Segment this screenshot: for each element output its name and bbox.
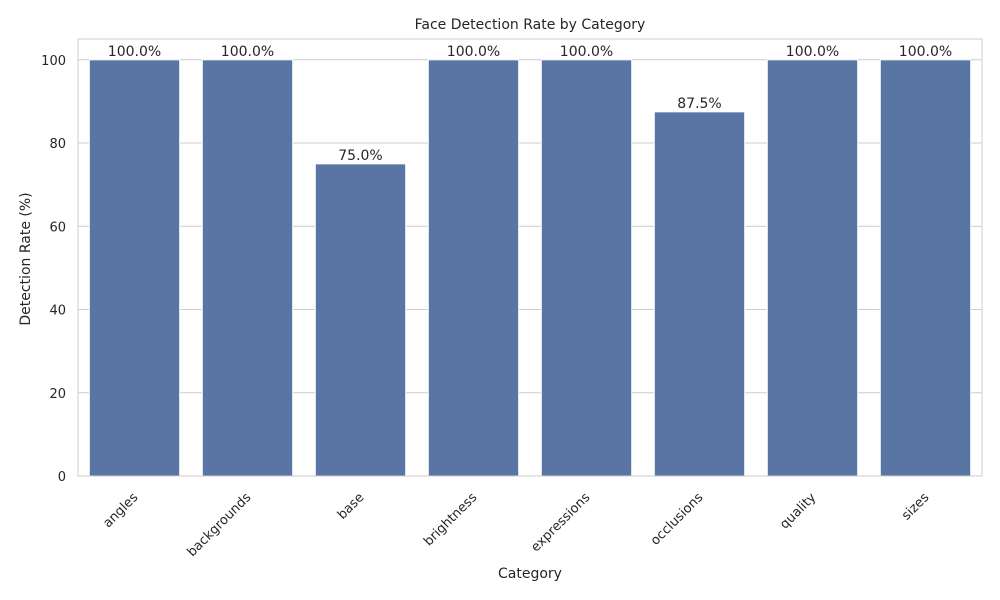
- data-label-expressions: 100.0%: [560, 44, 613, 60]
- bar-brightness: [427, 59, 520, 477]
- data-label-backgrounds: 100.0%: [221, 44, 274, 60]
- data-label-angles: 100.0%: [108, 44, 161, 60]
- x-axis-label: Category: [498, 566, 562, 582]
- y-tick-label-80: 80: [49, 137, 66, 152]
- data-label-base: 75.0%: [338, 148, 382, 164]
- bar-angles: [88, 59, 181, 477]
- y-tick-label-20: 20: [49, 387, 66, 402]
- y-tick-labels: 0 20 40 60 80 100: [41, 54, 66, 485]
- data-label-brightness: 100.0%: [447, 44, 500, 60]
- data-label-occlusions: 87.5%: [677, 96, 721, 112]
- bar-quality: [766, 59, 859, 477]
- bar-base: [314, 163, 407, 477]
- bars: [88, 59, 972, 477]
- y-tick-label-40: 40: [49, 304, 66, 319]
- y-tick-label-100: 100: [41, 54, 66, 69]
- bar-occlusions: [653, 111, 746, 477]
- bar-expressions: [540, 59, 633, 477]
- y-tick-label-0: 0: [58, 470, 66, 485]
- bar-sizes: [879, 59, 972, 477]
- data-label-quality: 100.0%: [786, 44, 839, 60]
- y-tick-label-60: 60: [49, 220, 66, 235]
- plot-frame: [77, 38, 983, 477]
- bar-backgrounds: [201, 59, 294, 477]
- y-axis-label: Detection Rate (%): [18, 192, 34, 325]
- data-labels: 100.0% 100.0% 75.0% 100.0% 100.0% 87.5% 100.0%…: [108, 44, 952, 164]
- chart-title: Face Detection Rate by Category: [415, 17, 646, 33]
- data-label-sizes: 100.0%: [899, 44, 952, 60]
